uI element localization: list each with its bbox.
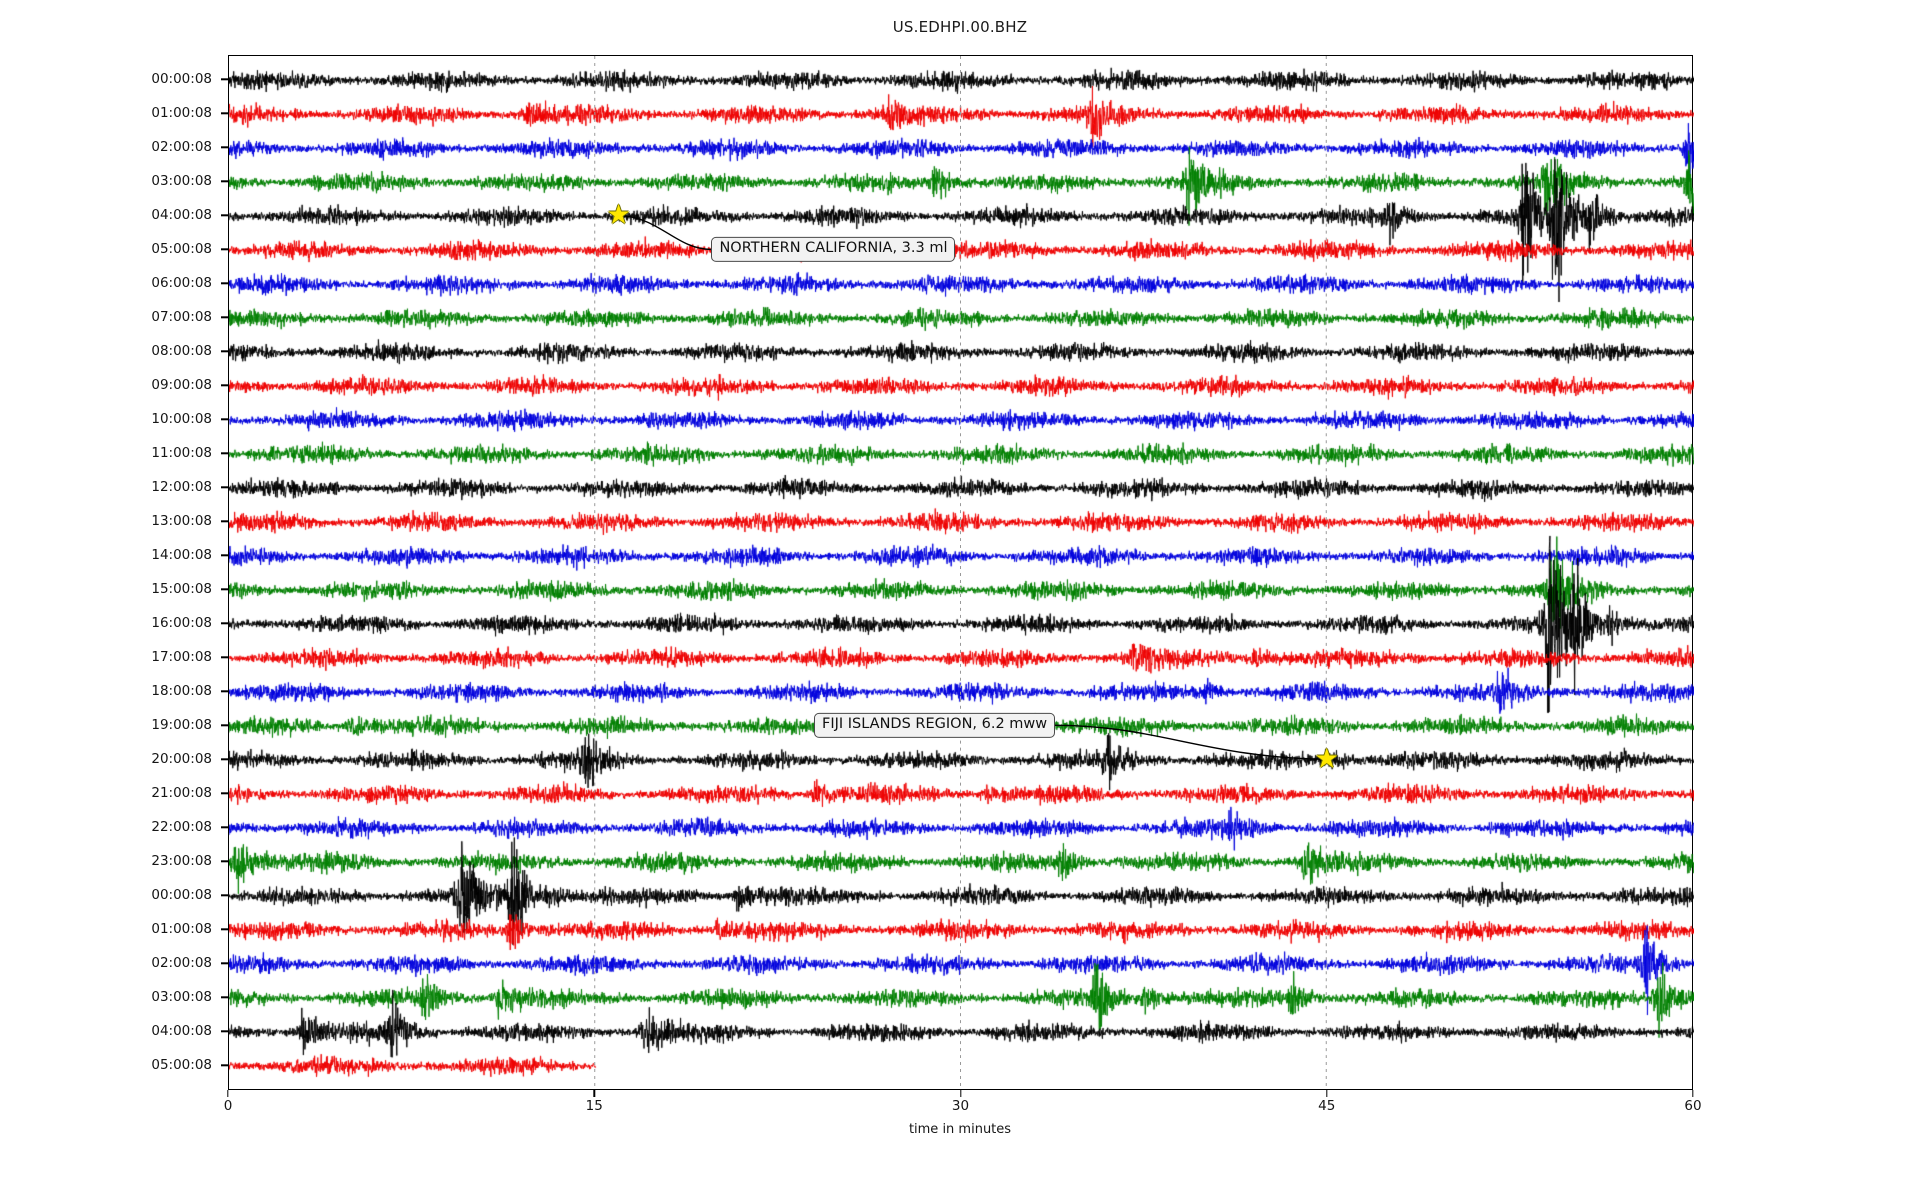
y-tick-label: 05:00:08 — [151, 241, 212, 258]
y-tick-mark — [221, 214, 229, 217]
y-tick-mark — [221, 758, 229, 760]
y-tick-label: 19:00:08 — [151, 717, 212, 734]
y-tick-label: 00:00:08 — [151, 887, 212, 904]
y-tick-mark — [221, 248, 229, 251]
x-tick-label: 30 — [951, 1098, 970, 1114]
y-tick-label: 10:00:08 — [151, 411, 212, 428]
y-tick-label: 14:00:08 — [151, 547, 212, 564]
y-tick-mark — [221, 452, 229, 455]
y-tick-label: 03:00:08 — [151, 989, 212, 1006]
event-annotation-label: NORTHERN CALIFORNIA, 3.3 ml — [711, 237, 956, 262]
y-tick-mark — [221, 826, 229, 828]
y-tick-mark — [221, 928, 229, 930]
page-title: US.EDHPI.00.BHZ — [892, 18, 1028, 36]
y-tick-mark — [221, 180, 229, 183]
y-tick-label: 05:00:08 — [151, 1057, 212, 1074]
x-tick-label: 45 — [1318, 1098, 1336, 1114]
x-tick-mark — [593, 1090, 595, 1097]
y-tick-mark — [221, 78, 229, 81]
y-tick-mark — [221, 588, 229, 591]
y-tick-mark — [221, 282, 229, 285]
y-tick-mark — [221, 894, 229, 896]
y-tick-mark — [221, 962, 229, 964]
y-tick-label: 15:00:08 — [151, 581, 212, 598]
y-tick-label: 11:00:08 — [151, 445, 212, 462]
event-annotation-label: FIJI ISLANDS REGION, 6.2 mww — [814, 713, 1056, 738]
x-axis-title: time in minutes — [908, 1122, 1012, 1137]
plot-axes — [228, 55, 1694, 1091]
x-tick-label: 0 — [223, 1098, 233, 1114]
y-tick-label: 01:00:08 — [151, 105, 212, 122]
y-tick-label: 02:00:08 — [151, 139, 212, 156]
y-tick-mark — [221, 792, 229, 794]
seismic-traces-canvas — [229, 56, 1694, 1091]
y-tick-mark — [221, 1030, 229, 1032]
y-tick-label: 07:00:08 — [151, 309, 212, 326]
x-tick-mark — [1326, 1090, 1328, 1097]
x-tick-mark — [959, 1090, 962, 1097]
y-tick-mark — [221, 350, 229, 353]
y-tick-mark — [221, 520, 229, 523]
y-tick-label: 04:00:08 — [151, 207, 212, 224]
y-tick-label: 22:00:08 — [151, 819, 212, 836]
y-tick-mark — [221, 316, 229, 319]
y-tick-mark — [221, 622, 229, 625]
y-tick-mark — [221, 146, 229, 149]
x-tick-mark — [227, 1090, 229, 1097]
x-tick-label: 15 — [585, 1098, 603, 1114]
y-tick-label: 18:00:08 — [151, 683, 212, 700]
y-tick-mark — [221, 112, 229, 115]
y-tick-label: 12:00:08 — [151, 479, 212, 496]
y-tick-mark — [221, 724, 229, 726]
y-tick-label: 02:00:08 — [151, 955, 212, 972]
y-tick-label: 23:00:08 — [151, 853, 212, 870]
y-tick-mark — [221, 656, 229, 658]
y-tick-label: 03:00:08 — [151, 173, 212, 190]
y-tick-label: 21:00:08 — [151, 785, 212, 802]
y-tick-mark — [221, 486, 229, 489]
earthquake-star-marker: ★ — [606, 199, 631, 231]
y-tick-label: 13:00:08 — [151, 513, 212, 530]
y-tick-label: 20:00:08 — [151, 751, 212, 768]
y-tick-label: 06:00:08 — [151, 275, 212, 292]
y-tick-mark — [221, 690, 229, 692]
y-tick-label: 04:00:08 — [151, 1023, 212, 1040]
y-tick-mark — [221, 860, 229, 862]
y-tick-mark — [221, 1064, 229, 1066]
y-tick-label: 09:00:08 — [151, 377, 212, 394]
y-tick-mark — [221, 996, 229, 998]
y-tick-label: 16:00:08 — [151, 615, 212, 632]
earthquake-star-marker: ★ — [1314, 743, 1339, 775]
y-tick-label: 01:00:08 — [151, 921, 212, 938]
y-tick-label: 08:00:08 — [151, 343, 212, 360]
y-tick-mark — [221, 554, 229, 557]
x-tick-label: 60 — [1684, 1098, 1702, 1114]
y-tick-mark — [221, 418, 229, 421]
y-tick-label: 17:00:08 — [151, 649, 212, 666]
y-tick-mark — [221, 384, 229, 387]
y-axis-labels: 00:00:08 01:00:08 02:00:08 03:00:08 04:00:08… — [0, 0, 212, 1200]
y-tick-label: 00:00:08 — [151, 71, 212, 88]
x-tick-mark — [1692, 1090, 1694, 1097]
